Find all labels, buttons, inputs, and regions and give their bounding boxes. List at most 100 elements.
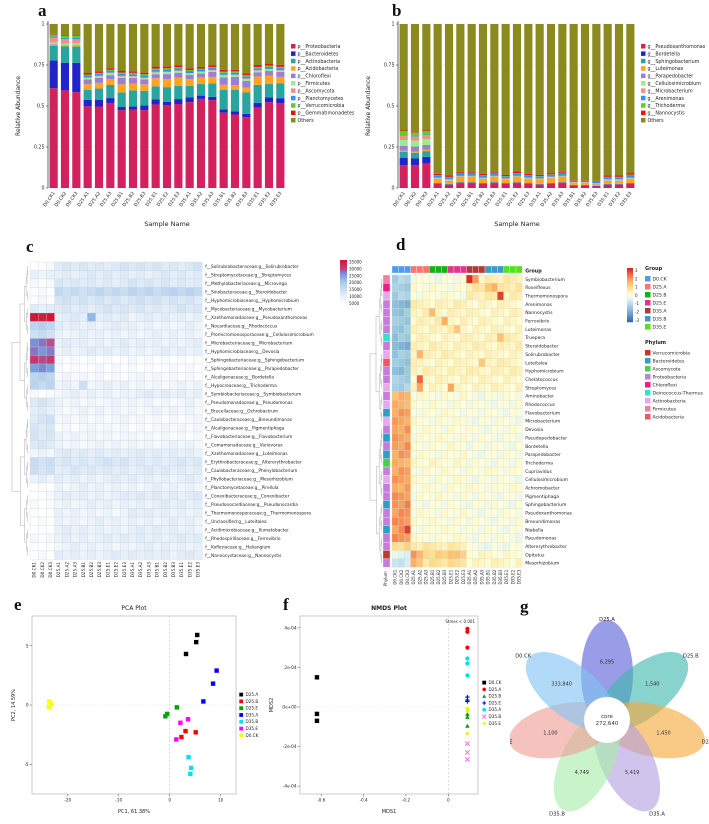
legend-label: D25.E [246, 706, 259, 711]
heatmap-cell [193, 499, 203, 509]
legend-swatch [641, 110, 646, 116]
group-annotation-cell [509, 265, 517, 274]
heatmap-cell [144, 465, 154, 475]
heatmap-cell [429, 400, 436, 409]
heatmap-cell [177, 533, 186, 543]
panel-b-chart: 1 0.75 0.5 0.25 0 D0.CK1 D0.CK2 D0.CK3 D25.A1 D25… [358, 2, 706, 234]
bar-segment [276, 70, 285, 73]
heatmap-cell [62, 397, 72, 407]
heatmap-cell [120, 550, 129, 560]
heatmap-cell [46, 278, 55, 288]
heatmap-cell [466, 316, 473, 326]
bar-segment [185, 68, 194, 71]
heatmap-cell [185, 270, 195, 280]
heatmap-cell [144, 525, 154, 535]
bar-segment [626, 183, 635, 188]
bar-segment [410, 140, 420, 147]
x-axis-title: PC1, 61.38% [118, 809, 150, 815]
bar-segment [524, 173, 533, 176]
heatmap-cell [128, 516, 137, 526]
bar-segment [117, 70, 126, 73]
heatmap-cell [87, 304, 96, 314]
heatmap-cell [515, 508, 523, 518]
heatmap-cell [491, 416, 498, 426]
heatmap-cell [435, 358, 442, 367]
group-legend-title: Group [645, 266, 663, 272]
heatmap-cell [472, 475, 479, 484]
heatmap-cell [410, 350, 417, 359]
heatmap-cell [509, 408, 517, 418]
heatmap-cell [54, 287, 63, 297]
heatmap-cell [144, 550, 154, 560]
heatmap-cell [491, 299, 498, 309]
heatmap-cell [466, 308, 473, 317]
bar-segment [94, 99, 104, 107]
heatmap-cell [161, 304, 170, 314]
heatmap-cell [111, 312, 121, 322]
heatmap-cell [466, 408, 473, 418]
heatmap-cell [460, 308, 467, 317]
heatmap-cell [29, 499, 39, 509]
heatmap-cell [177, 491, 186, 501]
dendrogram-branch [380, 475, 382, 493]
heatmap-cell [447, 416, 455, 426]
dendrogram-branch [25, 429, 28, 450]
heatmap-cell [152, 457, 162, 467]
heatmap-cell [491, 458, 498, 468]
heatmap-cell [441, 274, 448, 284]
group-annotation-cell [497, 265, 504, 274]
bar-segment [242, 92, 251, 114]
heatmap-cell [453, 408, 461, 418]
heatmap-cell [503, 383, 510, 393]
heatmap-cell [453, 400, 461, 409]
heatmap-cell [441, 350, 448, 359]
heatmap-cell [503, 283, 510, 292]
bar-segment [399, 130, 408, 132]
heatmap-cell [422, 383, 430, 393]
bar-segment [140, 84, 149, 91]
heatmap-cell [478, 358, 486, 367]
bar-segment [399, 135, 408, 136]
heatmap-cell [46, 474, 55, 484]
heatmap-cell [515, 291, 523, 301]
heatmap-cell [70, 516, 80, 526]
data-point [482, 721, 487, 726]
heatmap-cell [410, 483, 417, 493]
heatmap-cell [453, 491, 461, 501]
legend-swatch [641, 118, 646, 123]
bar-segment [128, 72, 138, 75]
heatmap-cell [177, 448, 186, 458]
bar-segment [569, 180, 578, 183]
legend-label: g__Cellulosimicrobium [648, 81, 702, 87]
heatmap-cell [503, 416, 510, 426]
column-label: D35.E3 [196, 562, 201, 578]
bar-segment [60, 37, 70, 39]
row-label: Pseudoxanthomonas [525, 511, 572, 517]
heatmap-cell [169, 508, 178, 518]
heatmap-cell [472, 375, 479, 384]
heatmap-cell [144, 278, 154, 288]
heatmap-cell [491, 350, 498, 359]
plot-title: NMDS Plot [371, 605, 407, 612]
bar-segment [558, 175, 567, 177]
heatmap-cell [478, 475, 486, 484]
heatmap-cell [169, 287, 178, 297]
bar-segment [478, 175, 488, 178]
bar-segment [106, 79, 115, 85]
heatmap-cell [152, 550, 162, 560]
heatmap-cell [515, 391, 523, 401]
heatmap-cell [435, 408, 442, 418]
heatmap-cell [144, 491, 154, 501]
colorbar-segment [627, 268, 633, 271]
bar-segment [174, 77, 183, 86]
heatmap-cell [435, 475, 442, 484]
heatmap-cell [79, 363, 88, 373]
data-point [239, 713, 244, 717]
heatmap-cell [185, 363, 195, 373]
heatmap-cell [478, 299, 486, 309]
colorbar-segment [627, 304, 633, 307]
panel-label-d: d [396, 235, 406, 254]
heatmap-cell [466, 441, 473, 451]
bar-segment [490, 172, 499, 174]
phylum-strip-title: Phylum [383, 571, 388, 586]
